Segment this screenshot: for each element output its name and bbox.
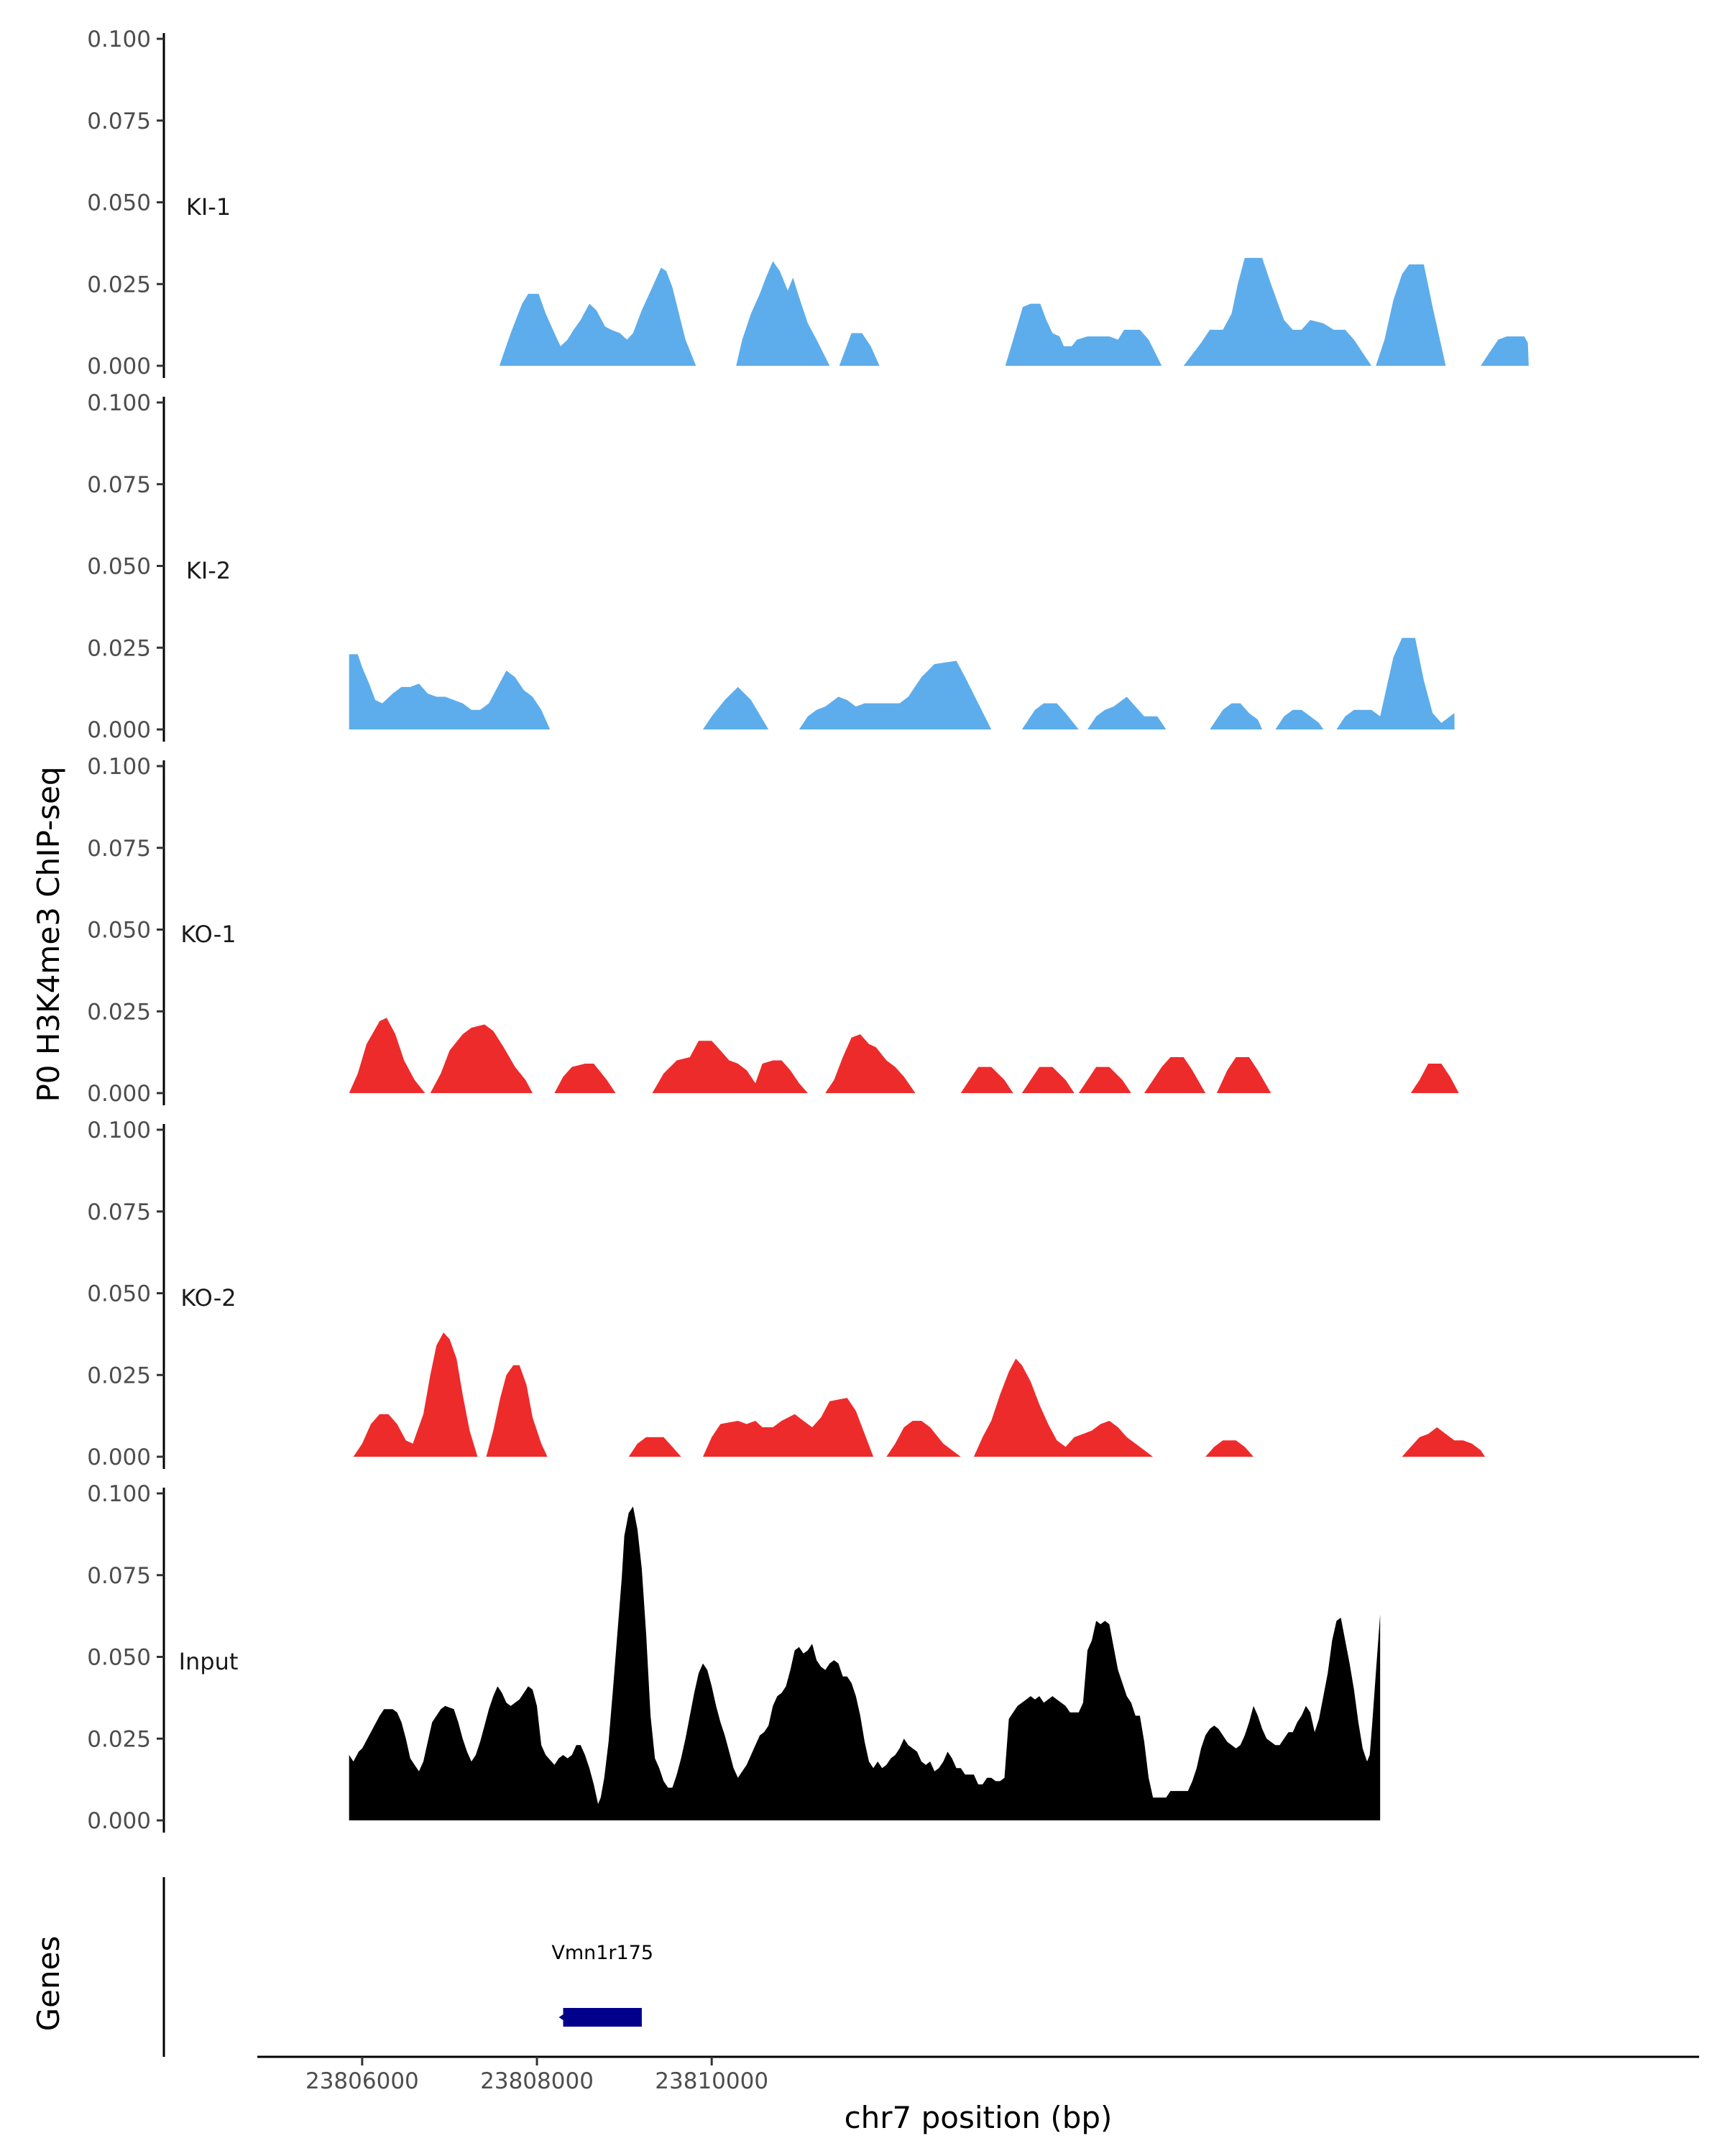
y-tick-label: 0.100 [87, 1118, 151, 1143]
y-tick-label: 0.025 [87, 999, 151, 1025]
track-ko-1: 0.000 0.025 0.050 0.075 0.100 KO-1 [87, 754, 1459, 1107]
track-label: Input [179, 1648, 239, 1675]
x-tick-label: 23810000 [655, 2068, 768, 2094]
y-tick-label: 0.000 [87, 1081, 151, 1107]
x-axis-title: chr7 position (bp) [845, 2100, 1113, 2135]
track-ko-2: 0.000 0.025 0.050 0.075 0.100 KO-2 [87, 1118, 1486, 1470]
coverage-area-input [349, 1506, 1381, 1820]
y-tick-label: 0.000 [87, 354, 151, 379]
x-tick-label: 23806000 [305, 2068, 419, 2094]
gene-body-vmn1r175 [563, 2008, 642, 2027]
y-tick-label: 0.075 [87, 1199, 151, 1225]
y-tick-label: 0.000 [87, 1808, 151, 1834]
y-tick-label: 0.025 [87, 635, 151, 661]
track-label: KO-2 [180, 1284, 236, 1312]
track-label: KO-1 [180, 921, 236, 948]
y-axis-title: P0 H3K4me3 ChIP-seq [31, 766, 66, 1102]
gene-marks: Vmn1r175 [551, 1942, 653, 2027]
y-tick-label: 0.100 [87, 754, 151, 780]
gene-label: Vmn1r175 [551, 1942, 653, 1964]
y-tick-label: 0.075 [87, 472, 151, 498]
y-tick-label: 0.025 [87, 272, 151, 298]
y-tick-label: 0.025 [87, 1363, 151, 1388]
coverage-area-ko-1 [349, 1018, 1459, 1093]
y-tick-label: 0.075 [87, 1563, 151, 1589]
x-axis: 23806000 23808000 23810000 chr7 position (… [257, 2055, 1699, 2135]
y-tick-label: 0.050 [87, 554, 151, 580]
y-tick-label: 0.050 [87, 190, 151, 216]
y-tick-label: 0.100 [87, 390, 151, 416]
gene-strand-arrow [558, 2012, 568, 2023]
track-label: KI-2 [186, 557, 231, 584]
coverage-area-ki-2 [349, 637, 1455, 729]
y-tick-label: 0.050 [87, 1281, 151, 1307]
track-ki-1: 0.000 0.025 0.050 0.075 0.100 KI-1 [87, 27, 1529, 379]
x-ticks: 23806000 23808000 23810000 [305, 2057, 768, 2094]
y-tick-label: 0.100 [87, 1481, 151, 1507]
track-label: KI-1 [186, 193, 231, 221]
y-tick-label: 0.025 [87, 1726, 151, 1752]
genes-panel-title: Genes [31, 1936, 66, 2032]
coverage-area-ko-2 [353, 1332, 1486, 1457]
coverage-tracks: 0.0000.0250.0500.0750.100KI-10.0000.0250… [87, 27, 1529, 1834]
y-tick-label: 0.050 [87, 918, 151, 944]
coverage-area-ki-1 [499, 257, 1529, 366]
y-tick-label: 0.000 [87, 1445, 151, 1470]
y-tick-label: 0.075 [87, 109, 151, 134]
genes-panel: Genes Vmn1r175 [31, 1877, 653, 2057]
y-tick-label: 0.100 [87, 27, 151, 52]
x-tick-label: 23808000 [480, 2068, 594, 2094]
y-tick-label: 0.075 [87, 836, 151, 862]
track-ki-2: 0.000 0.025 0.050 0.075 0.100 KI-2 [87, 390, 1455, 743]
y-tick-label: 0.000 [87, 717, 151, 743]
track-input: 0.000 0.025 0.050 0.075 0.100 Input [87, 1481, 1381, 1834]
y-tick-label: 0.050 [87, 1645, 151, 1671]
